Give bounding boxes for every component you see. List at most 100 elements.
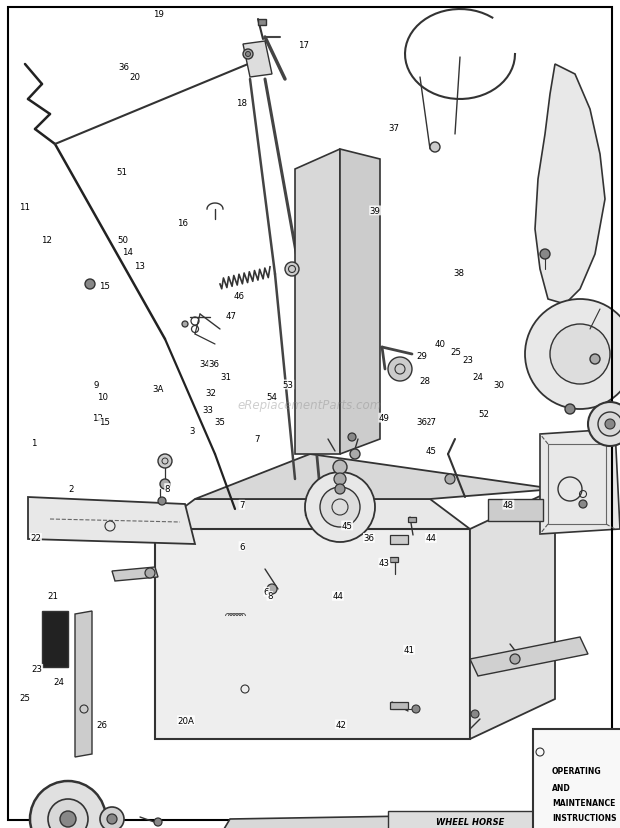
Circle shape [320, 488, 360, 527]
Text: 12: 12 [41, 236, 52, 244]
Text: 51: 51 [117, 168, 128, 176]
Text: INSTRUCTIONS: INSTRUCTIONS [552, 814, 616, 822]
Text: 15: 15 [99, 282, 110, 290]
Text: 32: 32 [205, 389, 216, 397]
Text: 54: 54 [266, 393, 277, 402]
Circle shape [335, 484, 345, 494]
Text: 47: 47 [226, 312, 237, 320]
Circle shape [85, 280, 95, 290]
Text: 23: 23 [463, 356, 474, 364]
Circle shape [579, 500, 587, 508]
Polygon shape [470, 489, 555, 739]
Circle shape [243, 50, 253, 60]
Circle shape [540, 250, 550, 260]
Circle shape [154, 818, 162, 826]
Circle shape [350, 450, 360, 460]
Text: 49: 49 [379, 414, 390, 422]
Circle shape [305, 473, 375, 542]
Text: 11: 11 [19, 203, 30, 211]
Polygon shape [390, 814, 610, 828]
Text: 48: 48 [503, 501, 514, 509]
Polygon shape [42, 611, 68, 667]
Text: 29: 29 [416, 352, 427, 360]
Polygon shape [470, 638, 588, 676]
Polygon shape [155, 499, 470, 529]
Text: 24: 24 [472, 373, 483, 381]
Circle shape [430, 142, 440, 153]
Text: 6: 6 [264, 588, 269, 596]
Text: 45: 45 [425, 447, 436, 455]
Text: 3: 3 [190, 426, 195, 435]
Text: 40: 40 [435, 339, 446, 348]
Text: 30: 30 [494, 381, 505, 389]
Text: 38: 38 [453, 269, 464, 277]
Circle shape [30, 781, 106, 828]
Bar [408, 518, 416, 522]
Text: 16: 16 [177, 219, 188, 228]
Text: 53: 53 [283, 381, 294, 389]
Circle shape [107, 814, 117, 824]
Text: 9: 9 [94, 381, 99, 389]
Text: 25: 25 [19, 694, 30, 702]
Bar [305, 509, 315, 515]
Text: 24: 24 [53, 677, 64, 686]
Circle shape [158, 498, 166, 505]
Text: AND: AND [552, 783, 571, 792]
Text: 25: 25 [450, 348, 461, 356]
Circle shape [145, 568, 155, 578]
Circle shape [388, 358, 412, 382]
Text: 20A: 20A [177, 716, 195, 724]
Polygon shape [215, 814, 545, 828]
Polygon shape [540, 430, 620, 534]
Text: 15: 15 [99, 418, 110, 426]
Text: OPERATING: OPERATING [552, 767, 601, 776]
Text: 33: 33 [202, 406, 213, 414]
Bar [388, 811, 553, 828]
Polygon shape [75, 611, 92, 757]
Text: 2: 2 [69, 484, 74, 493]
Circle shape [510, 654, 520, 664]
Polygon shape [195, 455, 555, 499]
Polygon shape [112, 567, 158, 581]
Text: 22: 22 [30, 534, 42, 542]
Text: 8: 8 [267, 592, 272, 600]
Text: 36: 36 [208, 360, 219, 368]
Polygon shape [295, 150, 340, 455]
Text: 41: 41 [404, 646, 415, 654]
Text: 39: 39 [370, 207, 381, 215]
Text: 28: 28 [419, 377, 430, 385]
Text: 46: 46 [233, 292, 244, 301]
Text: 6: 6 [239, 542, 244, 551]
Text: 14: 14 [122, 248, 133, 257]
Text: 8: 8 [165, 484, 170, 493]
Bar [390, 536, 408, 544]
Circle shape [60, 811, 76, 827]
Circle shape [525, 300, 620, 410]
Text: 50: 50 [117, 236, 128, 244]
Circle shape [267, 585, 277, 595]
Text: 7: 7 [255, 435, 260, 443]
Circle shape [565, 405, 575, 415]
Text: MAINTENANCE: MAINTENANCE [552, 798, 616, 807]
Text: 1: 1 [32, 439, 37, 447]
Text: 3A: 3A [153, 385, 164, 393]
Bar [390, 557, 398, 562]
Polygon shape [340, 150, 380, 455]
Text: 36: 36 [416, 418, 427, 426]
Circle shape [285, 262, 299, 277]
Text: 12: 12 [92, 414, 104, 422]
Text: 7: 7 [239, 501, 244, 509]
Text: 27: 27 [425, 418, 436, 426]
Circle shape [550, 325, 610, 384]
Text: 31: 31 [221, 373, 232, 381]
Text: 43: 43 [379, 559, 390, 567]
Text: 26: 26 [97, 720, 108, 729]
Text: 18: 18 [236, 99, 247, 108]
Text: 37: 37 [388, 124, 399, 132]
Circle shape [160, 479, 170, 489]
Text: WHEEL HORSE: WHEEL HORSE [436, 817, 504, 826]
Circle shape [471, 710, 479, 718]
Text: 52: 52 [478, 410, 489, 418]
Bar [258, 20, 266, 26]
Text: 20: 20 [130, 73, 141, 81]
